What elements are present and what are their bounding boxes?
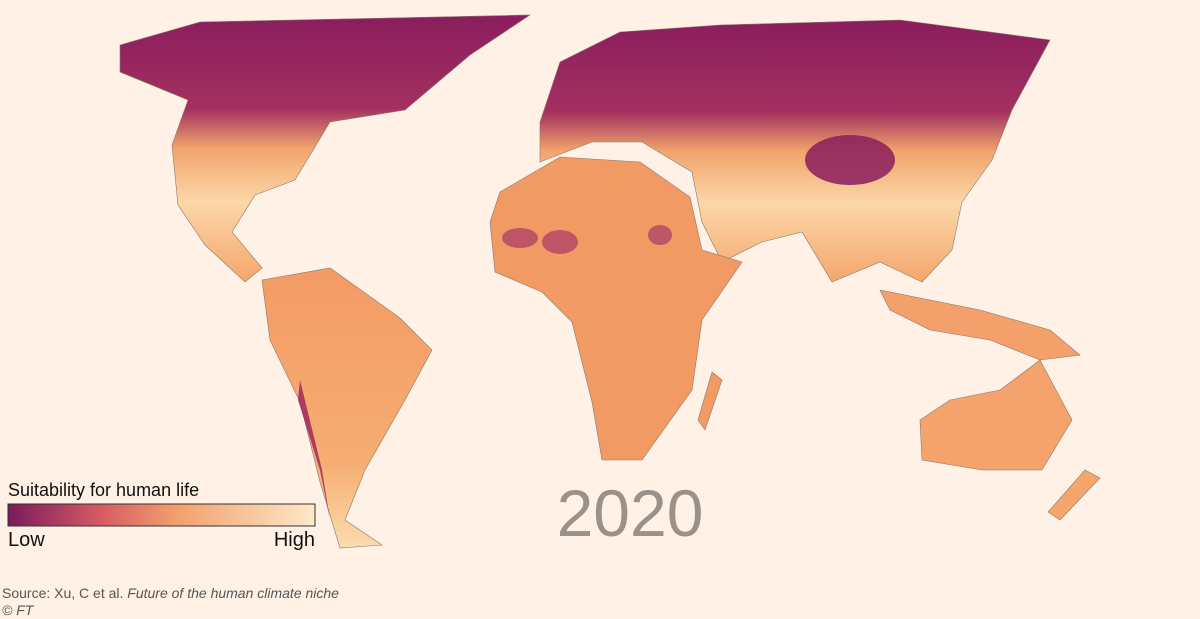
southeast-asia — [879, 289, 1081, 361]
tibet — [805, 135, 895, 185]
legend-scale — [7, 503, 316, 527]
legend: Suitability for human life Low High — [7, 480, 316, 551]
north-america — [119, 14, 532, 283]
legend-high: High — [274, 529, 315, 551]
copyright: © FT — [2, 602, 35, 618]
madagascar — [697, 371, 723, 431]
legend-title: Suitability for human life — [8, 480, 199, 500]
source-title: Future of the human climate niche — [127, 585, 339, 601]
source-prefix: Source: Xu, C et al. — [2, 585, 123, 601]
sahara-east — [648, 225, 672, 245]
source: Source: Xu, C et al. Future of the human… — [2, 585, 339, 601]
low-suitability-zones — [298, 135, 895, 520]
andes — [298, 380, 330, 520]
sahara-central — [542, 230, 578, 254]
new-zealand — [1047, 469, 1101, 521]
australia — [919, 359, 1073, 471]
land — [119, 14, 1101, 549]
sahara-west — [502, 228, 538, 248]
legend-low: Low — [8, 529, 45, 551]
eurasia — [539, 19, 1051, 283]
year-label: 2020 — [557, 476, 704, 550]
